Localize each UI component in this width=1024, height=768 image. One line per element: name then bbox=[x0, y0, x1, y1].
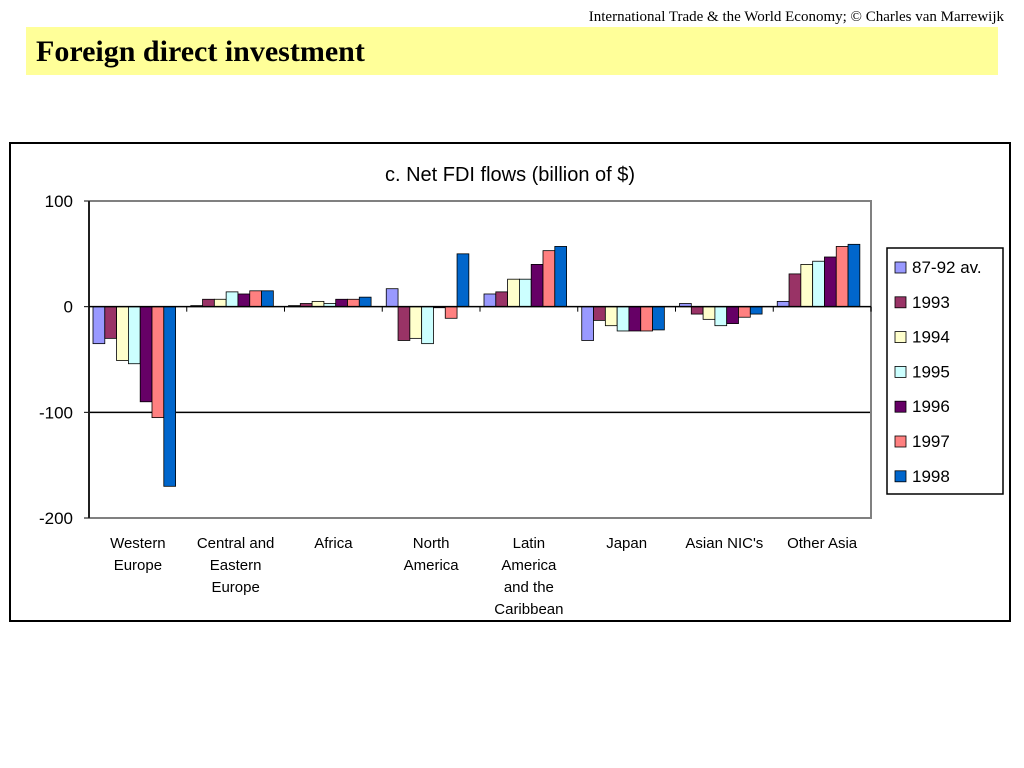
bar bbox=[542, 250, 556, 308]
bar bbox=[835, 246, 849, 308]
bar bbox=[385, 288, 399, 308]
bar bbox=[128, 306, 141, 365]
bar bbox=[261, 290, 274, 308]
category-label: Other Asia bbox=[787, 535, 858, 552]
page-title: Foreign direct investment bbox=[36, 35, 365, 68]
bar bbox=[483, 293, 497, 308]
bar bbox=[456, 253, 470, 308]
category-label: Western Europe bbox=[110, 535, 166, 574]
bar bbox=[444, 306, 458, 319]
title-banner: Foreign direct investment bbox=[26, 27, 998, 75]
bar bbox=[163, 306, 177, 487]
legend-swatch bbox=[894, 261, 907, 274]
legend-label: 1998 bbox=[912, 467, 950, 486]
bar bbox=[139, 306, 153, 403]
legend-swatch bbox=[894, 400, 907, 413]
chart-title: c. Net FDI flows (billion of $) bbox=[385, 164, 635, 186]
category-label: Latin America and the Caribbean bbox=[494, 535, 563, 618]
bar bbox=[530, 264, 544, 308]
bar bbox=[824, 256, 837, 308]
bar bbox=[507, 278, 520, 308]
bar bbox=[225, 291, 239, 308]
legend-label: 1995 bbox=[912, 362, 950, 381]
bar bbox=[702, 306, 716, 320]
bar bbox=[237, 293, 251, 308]
bar bbox=[311, 300, 325, 308]
bar bbox=[213, 298, 227, 308]
bar bbox=[358, 296, 372, 308]
y-tick-label: 100 bbox=[45, 192, 73, 211]
legend-label: 1994 bbox=[912, 328, 950, 347]
bar bbox=[788, 273, 802, 308]
bar bbox=[749, 306, 763, 315]
bar bbox=[92, 306, 106, 345]
bar bbox=[738, 306, 751, 318]
legend-label: 1996 bbox=[912, 397, 950, 416]
bar bbox=[640, 306, 653, 332]
legend-swatch bbox=[894, 435, 907, 448]
bar bbox=[397, 306, 411, 341]
bar bbox=[409, 306, 423, 339]
legend-swatch bbox=[894, 296, 907, 309]
bar bbox=[495, 291, 508, 308]
copyright-credit: International Trade & the World Economy;… bbox=[588, 9, 1004, 25]
legend-label: 1997 bbox=[912, 432, 950, 451]
y-tick-label: -200 bbox=[39, 509, 73, 528]
legend-label: 1993 bbox=[912, 293, 950, 312]
bar bbox=[104, 306, 118, 339]
fdi-bar-chart: c. Net FDI flows (billion of $) 100 0 -100 -… bbox=[39, 164, 1004, 618]
bar bbox=[116, 306, 129, 361]
bar bbox=[726, 306, 739, 324]
bar bbox=[652, 306, 665, 331]
legend-label: 87-92 av. bbox=[912, 258, 982, 277]
bar bbox=[202, 298, 215, 308]
legend-swatch bbox=[894, 470, 907, 483]
bar bbox=[554, 246, 567, 308]
y-tick-label: 0 bbox=[64, 298, 73, 317]
bar bbox=[812, 260, 825, 308]
bar bbox=[628, 306, 642, 332]
category-label: North America bbox=[404, 535, 460, 574]
bar bbox=[151, 306, 165, 419]
legend-swatch bbox=[894, 365, 907, 378]
plot-area-border bbox=[88, 200, 872, 519]
category-label: Africa bbox=[314, 535, 353, 552]
bar bbox=[800, 264, 814, 308]
category-label: Central and Eastern Europe bbox=[197, 535, 275, 596]
legend-swatch bbox=[894, 331, 907, 344]
bar bbox=[604, 306, 618, 327]
category-label: Japan bbox=[606, 535, 647, 552]
bar bbox=[776, 300, 790, 308]
bar bbox=[581, 306, 594, 341]
chart-frame: c. Net FDI flows (billion of $) 100 0 -100 -… bbox=[9, 142, 1011, 622]
bar bbox=[690, 306, 704, 315]
bar bbox=[593, 306, 606, 321]
bar bbox=[616, 306, 630, 332]
bar bbox=[518, 278, 532, 308]
bar bbox=[335, 298, 348, 308]
bar bbox=[714, 306, 728, 327]
bar bbox=[347, 298, 360, 308]
bar bbox=[249, 290, 262, 308]
bar bbox=[421, 306, 434, 345]
bar bbox=[847, 243, 861, 308]
category-label: Asian NIC's bbox=[685, 535, 763, 552]
y-tick-label: -100 bbox=[39, 403, 73, 422]
